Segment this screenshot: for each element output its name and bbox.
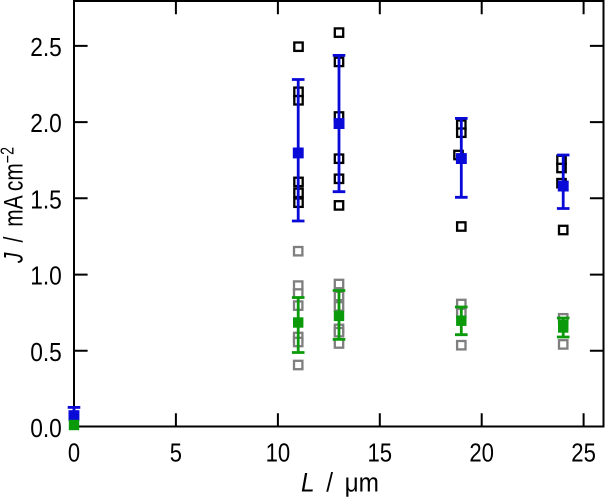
svg-text:2.5: 2.5 xyxy=(30,34,62,62)
svg-text:0.5: 0.5 xyxy=(30,339,62,367)
svg-text:0: 0 xyxy=(68,439,80,467)
svg-text:1.5: 1.5 xyxy=(30,186,62,214)
svg-text:2.0: 2.0 xyxy=(30,110,62,138)
svg-text:25: 25 xyxy=(571,439,596,467)
svg-text:15: 15 xyxy=(368,439,393,467)
svg-text:20: 20 xyxy=(469,439,494,467)
svg-text:1.0: 1.0 xyxy=(30,263,62,291)
svg-text:10: 10 xyxy=(266,439,291,467)
svg-text:0.0: 0.0 xyxy=(30,415,62,443)
svg-text:5: 5 xyxy=(170,439,182,467)
svg-text:J / mA cm−2: J / mA cm−2 xyxy=(0,147,29,264)
svg-text:L / μm: L / μm xyxy=(301,467,379,497)
